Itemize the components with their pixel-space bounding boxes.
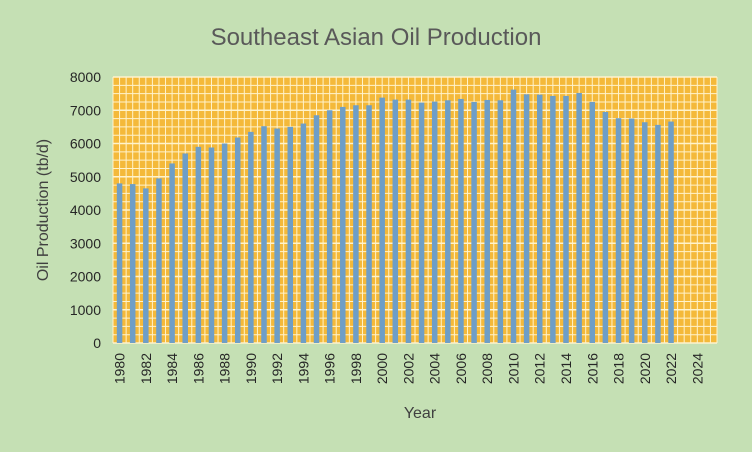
x-tick-label: 2010 bbox=[505, 353, 521, 384]
bar-1995 bbox=[313, 115, 320, 343]
bar-1997 bbox=[340, 106, 346, 343]
y-tick-label: 2000 bbox=[70, 269, 101, 285]
y-tick-label: 0 bbox=[93, 335, 101, 351]
bar-2021 bbox=[655, 124, 661, 343]
bar-2020 bbox=[642, 122, 648, 343]
y-tick-label: 8000 bbox=[70, 69, 101, 85]
bar-2000 bbox=[379, 97, 385, 344]
bar-2005 bbox=[445, 100, 451, 344]
x-tick-label: 1988 bbox=[217, 353, 233, 384]
bar-1998 bbox=[353, 105, 359, 343]
bar-2017 bbox=[602, 111, 609, 343]
bar-2004 bbox=[431, 101, 438, 343]
x-tick-label: 2020 bbox=[637, 353, 653, 384]
y-tick-label: 6000 bbox=[70, 136, 101, 152]
bar-1996 bbox=[326, 110, 333, 343]
bar-1982 bbox=[143, 188, 149, 343]
bar-2009 bbox=[497, 100, 504, 344]
x-tick-label: 2008 bbox=[479, 353, 495, 384]
bar-1984 bbox=[169, 163, 175, 343]
x-tick-label: 1984 bbox=[164, 353, 180, 384]
y-tick-label: 4000 bbox=[70, 202, 101, 218]
bar-1988 bbox=[221, 143, 228, 343]
x-tick-label: 2014 bbox=[558, 353, 574, 384]
y-tick-label: 5000 bbox=[70, 169, 101, 185]
bar-2001 bbox=[392, 99, 399, 343]
bars bbox=[116, 89, 674, 344]
bar-2011 bbox=[523, 94, 530, 343]
bar-2016 bbox=[589, 101, 596, 343]
bar-1987 bbox=[208, 147, 215, 343]
y-axis-ticks: 0 1000 2000 3000 4000 5000 6000 7000 8000 bbox=[70, 69, 101, 351]
x-tick-label: 2000 bbox=[374, 353, 390, 384]
x-tick-label: 2004 bbox=[427, 353, 443, 384]
x-tick-label: 1996 bbox=[322, 353, 338, 384]
bar-2010 bbox=[510, 89, 517, 343]
x-tick-label: 1998 bbox=[348, 353, 364, 384]
bar-2019 bbox=[628, 118, 635, 343]
bar-1993 bbox=[287, 126, 294, 343]
bar-2003 bbox=[418, 102, 425, 343]
x-tick-label: 1990 bbox=[243, 353, 259, 384]
bar-2013 bbox=[550, 95, 556, 343]
y-tick-label: 7000 bbox=[70, 102, 101, 118]
bar-1981 bbox=[129, 184, 136, 343]
x-tick-label: 2018 bbox=[611, 353, 627, 384]
bar-1999 bbox=[366, 105, 372, 343]
x-tick-label: 1986 bbox=[190, 353, 206, 384]
bar-2008 bbox=[484, 99, 490, 343]
x-axis-ticks: 1980 1982 1984 1986 1988 1990 1992 1994 1996 1998… bbox=[112, 353, 706, 384]
bar-1985 bbox=[182, 153, 188, 343]
bar-1980 bbox=[116, 183, 123, 343]
x-tick-label: 2006 bbox=[453, 353, 469, 384]
bar-2018 bbox=[615, 118, 622, 343]
bar-1991 bbox=[261, 126, 267, 344]
x-tick-label: 2016 bbox=[584, 353, 600, 384]
bar-1986 bbox=[195, 146, 202, 343]
x-tick-label: 1992 bbox=[269, 353, 285, 384]
bar-2012 bbox=[536, 94, 543, 343]
bar-1983 bbox=[156, 178, 162, 343]
bar-2002 bbox=[405, 99, 412, 343]
x-tick-label: 1994 bbox=[295, 353, 311, 384]
y-tick-label: 3000 bbox=[70, 235, 101, 251]
x-tick-label: 1982 bbox=[138, 353, 154, 384]
y-tick-label: 1000 bbox=[70, 302, 101, 318]
bar-2006 bbox=[458, 98, 464, 343]
bar-1990 bbox=[248, 131, 254, 343]
x-tick-label: 1980 bbox=[112, 353, 128, 384]
bar-1994 bbox=[300, 123, 307, 343]
bar-2007 bbox=[471, 101, 477, 343]
bar-2014 bbox=[563, 95, 569, 343]
x-tick-label: 2012 bbox=[532, 353, 548, 384]
bar-1989 bbox=[234, 137, 241, 343]
x-tick-label: 2002 bbox=[400, 353, 416, 384]
bar-1992 bbox=[274, 128, 280, 343]
x-tick-label: 2024 bbox=[689, 353, 705, 384]
bar-2022 bbox=[668, 121, 674, 344]
y-axis-label: Oil Production (tb/d) bbox=[35, 139, 52, 281]
bar-2015 bbox=[576, 92, 582, 344]
x-tick-label: 2022 bbox=[663, 353, 679, 384]
x-axis-label: Year bbox=[404, 405, 437, 422]
chart-title: Southeast Asian Oil Production bbox=[211, 24, 542, 51]
